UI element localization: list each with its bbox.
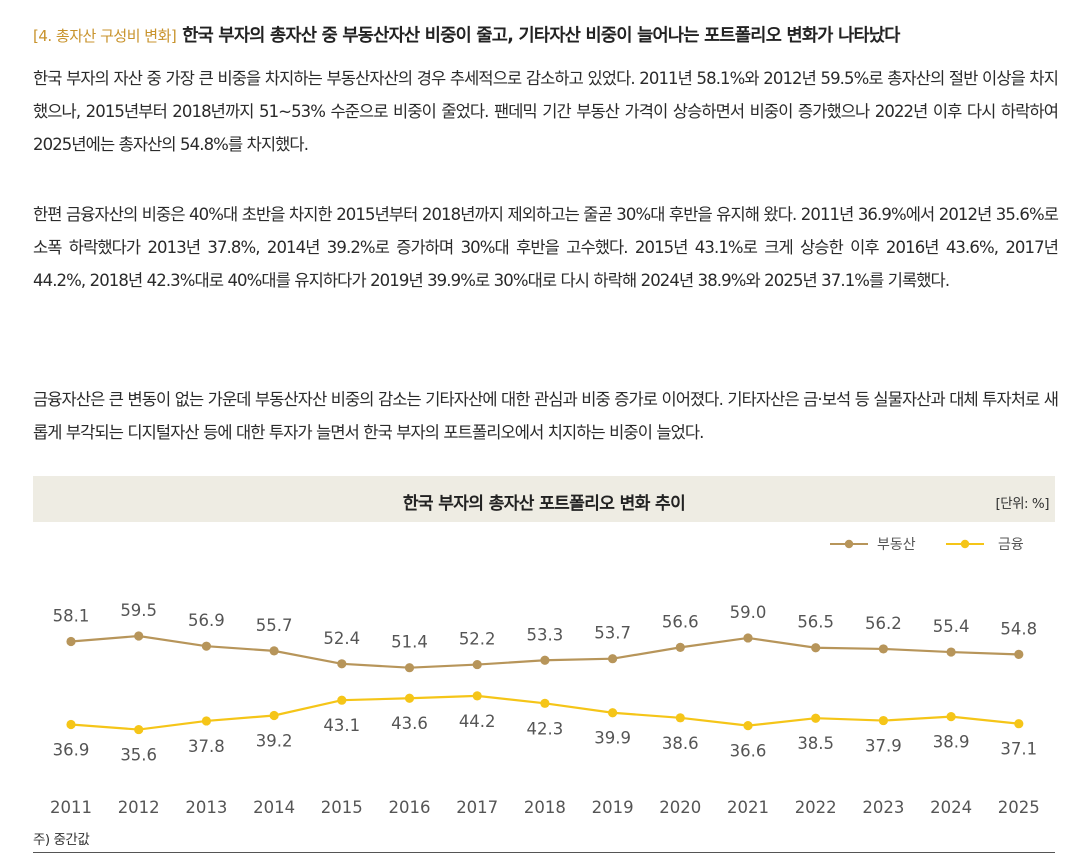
data-label: 38.5 [797,734,834,753]
x-tick-label: 2011 [50,798,92,817]
data-point [743,633,753,643]
data-point [1014,719,1024,729]
data-point [878,644,889,654]
x-tick-label: 2016 [389,798,431,817]
data-point [201,716,211,726]
data-point [608,708,618,718]
data-point [134,631,144,641]
data-label: 37.8 [188,737,225,756]
data-point [675,642,685,652]
data-label: 36.6 [730,742,767,761]
headline: [4. 총자산 구성비 변화] 한국 부자의 총자산 중 부동산자산 비중이 줄고… [33,22,1063,47]
data-label: 35.6 [120,746,157,765]
x-tick-label: 2025 [998,798,1040,817]
data-point [404,663,415,673]
legend-label-1: 금융 [998,537,1024,553]
data-point [66,636,76,647]
data-label: 53.3 [527,625,564,644]
data-label: 58.1 [53,606,90,625]
data-point [811,713,821,723]
data-point [201,641,211,651]
x-tick-label: 2024 [930,798,972,817]
paragraph-other-assets: 금융자산은 큰 변동이 없는 가운데 부동산자산 비중의 감소는 기타자산에 대… [33,390,1059,442]
data-point [337,695,347,705]
legend-marker-0 [844,539,854,549]
chart-note: 주) 중간값 [33,832,90,848]
data-point [134,724,144,735]
headline-text: 한국 부자의 총자산 중 부동산자산 비중이 줄고, 기타자산 비중이 늘어나는… [182,26,900,46]
data-point [404,693,415,703]
paragraph-financial: 한편 금융자산의 비중은 40%대 초반을 차지한 2015년부터 2018년까… [33,205,1059,290]
paragraph-real-estate: 한국 부자의 자산 중 가장 큰 비중을 차지하는 부동산자산의 경우 추세적으… [33,69,1059,154]
data-label: 43.1 [323,716,360,735]
section-tag: [4. 총자산 구성비 변화] [33,27,177,45]
data-point [946,712,956,722]
x-tick-label: 2021 [727,798,769,817]
data-point [1014,649,1024,660]
data-label: 59.5 [120,601,157,620]
data-point [540,655,550,665]
legend-marker-1 [960,539,970,549]
data-label: 44.2 [459,712,496,731]
bottom-divider [33,852,1055,853]
data-label: 56.2 [865,614,902,633]
data-label: 52.4 [323,629,360,648]
data-label: 39.2 [256,731,293,750]
data-label: 37.9 [865,737,902,756]
data-label: 39.9 [594,729,631,748]
data-label: 56.5 [797,613,834,632]
data-label: 53.7 [594,624,631,643]
x-tick-label: 2017 [456,798,498,817]
legend-label-0: 부동산 [877,537,916,553]
x-tick-label: 2014 [253,798,295,817]
x-tick-label: 2020 [659,798,701,817]
data-label: 38.6 [662,734,699,753]
data-point [878,715,889,726]
x-tick-label: 2023 [862,798,904,817]
x-tick-label: 2015 [321,798,363,817]
data-label: 55.7 [256,616,293,635]
data-point [946,647,956,657]
chart-header: 한국 부자의 총자산 포트폴리오 변화 추이 [단위: %] [33,476,1055,522]
data-point [337,659,347,669]
data-label: 51.4 [391,633,428,652]
data-label: 59.0 [730,603,767,622]
data-label: 38.9 [933,733,970,752]
data-label: 56.9 [188,611,225,630]
chart-title: 한국 부자의 총자산 포트폴리오 변화 추이 [402,494,686,514]
data-point [269,710,279,721]
data-point [66,719,76,730]
chart-unit: [단위: %] [995,496,1049,512]
x-tick-label: 2022 [795,798,837,817]
data-point [608,654,618,664]
data-point [675,713,685,723]
data-point [743,721,753,731]
data-label: 36.9 [53,740,90,759]
data-label: 54.8 [1000,619,1037,638]
data-label: 52.2 [459,630,496,649]
data-point [540,698,550,708]
x-tick-label: 2013 [185,798,227,817]
data-label: 56.6 [662,612,699,631]
data-label: 55.4 [933,617,970,636]
data-label: 37.1 [1000,740,1037,759]
data-label: 42.3 [527,719,564,738]
data-point [472,659,482,670]
x-tick-label: 2018 [524,798,566,817]
data-point [811,643,821,653]
data-point [472,691,482,701]
x-tick-label: 2012 [118,798,160,817]
data-label: 43.6 [391,714,428,733]
x-tick-label: 2019 [592,798,634,817]
data-point [269,646,279,656]
